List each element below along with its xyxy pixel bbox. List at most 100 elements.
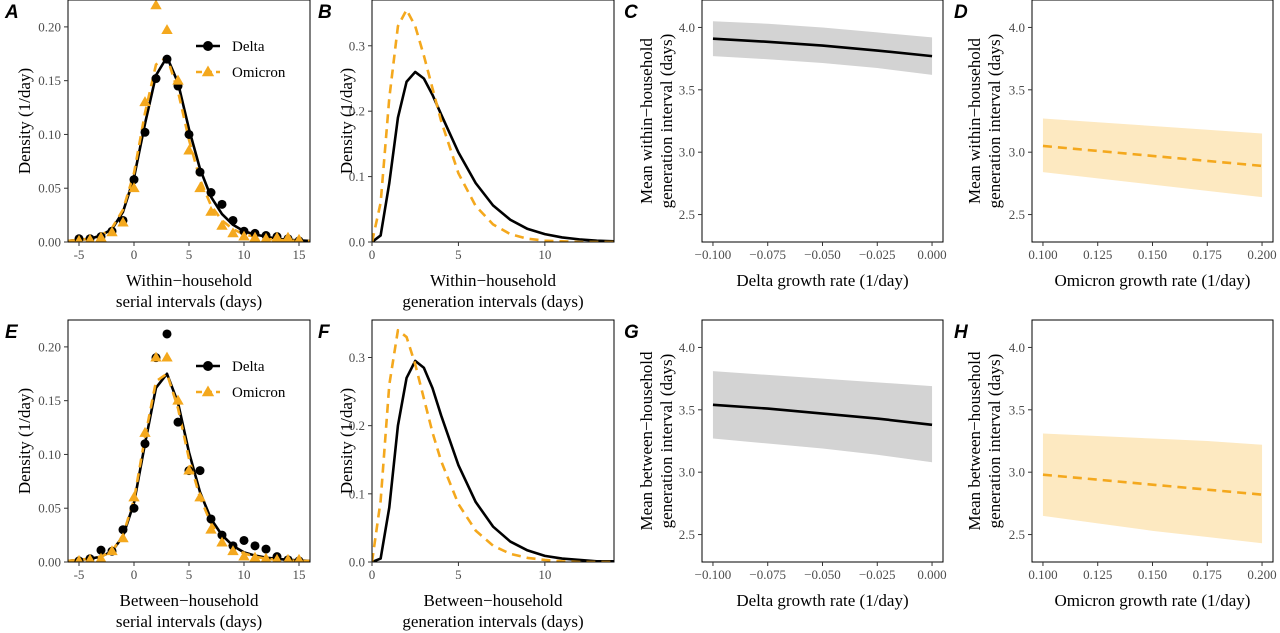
y-axis-label: generation interval (days) (985, 354, 1004, 529)
data-point-omicron (260, 552, 272, 562)
data-point-omicron (150, 0, 162, 10)
x-tick-label: −0.050 (804, 247, 841, 262)
y-tick-label: 4.0 (1009, 340, 1025, 355)
y-axis-label: Density (1/day) (337, 68, 356, 174)
data-point-omicron (128, 491, 140, 502)
y-tick-label: 0.05 (38, 181, 61, 196)
x-axis-label: Between−household (424, 591, 563, 610)
y-tick-label: 0.20 (38, 19, 61, 34)
data-point-delta (96, 545, 106, 555)
x-tick-label: −0.075 (749, 567, 786, 582)
panel-e: E -5 0 5 10 15 0.00 0.05 0.10 0.15 0.20 Between−hou… (5, 319, 311, 631)
plot-area (372, 8, 614, 242)
x-tick-label: 0.150 (1138, 247, 1167, 262)
data-point-omicron (106, 545, 118, 556)
y-tick-label: 0.2 (349, 104, 365, 119)
x-tick-label: 0.150 (1138, 567, 1167, 582)
y-tick-label: 0.0 (349, 555, 365, 570)
panel-letter: C (624, 2, 638, 23)
legend-label-omicron: Omicron (232, 65, 286, 81)
data-point-omicron (85, 233, 95, 242)
data-point-omicron (227, 227, 239, 238)
data-point-omicron (95, 552, 107, 562)
y-tick-label: 4.0 (1009, 20, 1025, 35)
data-point-omicron (249, 231, 261, 242)
panel-g: G −0.100 −0.075 −0.050 −0.025 0.000 2.5 3.0 3.5 4… (624, 319, 947, 610)
data-point-omicron (294, 553, 304, 562)
plot-area (372, 328, 614, 562)
data-point-delta (217, 530, 227, 540)
series-line-omicron (372, 8, 614, 242)
y-tick-label: 3.5 (1009, 82, 1025, 97)
data-point-omicron (172, 74, 184, 85)
y-tick-label: 3.0 (679, 465, 695, 480)
data-point-omicron (283, 553, 293, 562)
x-tick-label: 0.000 (917, 247, 946, 262)
x-tick-label: 0.200 (1247, 567, 1276, 582)
legend-marker-delta (203, 361, 213, 371)
x-tick-label: 0 (131, 247, 138, 262)
data-point-omicron (238, 550, 250, 561)
x-axis-label: Within−household (430, 271, 557, 290)
series-line-omicron (1042, 144, 1263, 168)
series-line-delta (372, 70, 614, 242)
data-point-omicron (106, 226, 118, 237)
y-tick-label: 0.15 (38, 73, 61, 88)
panel-c: C −0.100 −0.075 −0.050 −0.025 0.000 2.5 3.0 3.5 4… (624, 0, 947, 290)
y-axis-label: Density (1/day) (15, 68, 34, 174)
y-axis-label: generation interval (days) (985, 34, 1004, 209)
x-tick-label: −0.050 (804, 567, 841, 582)
y-tick-label: 3.0 (1009, 465, 1025, 480)
x-axis-label: serial intervals (days) (116, 612, 262, 631)
panel-letter: E (5, 322, 19, 343)
x-axis-label: Between−household (120, 591, 259, 610)
confidence-band-delta (712, 371, 933, 463)
y-tick-label: 4.0 (679, 340, 695, 355)
data-point-omicron (205, 523, 217, 534)
series-line-omicron (1042, 473, 1263, 496)
panel-frame (67, 0, 311, 243)
data-point-delta (250, 541, 260, 551)
legend-label-delta: Delta (232, 39, 265, 55)
y-tick-label: 3.5 (1009, 402, 1025, 417)
x-axis-label: generation intervals (days) (402, 612, 583, 631)
panel-h: H 0.100 0.125 0.150 0.175 0.200 2.5 3.0 3.5 4.0 Om… (954, 319, 1277, 610)
data-point-omicron (272, 553, 282, 562)
y-tick-label: 0.1 (349, 169, 365, 184)
x-axis-label: Delta growth rate (1/day) (736, 271, 908, 290)
data-point-delta (140, 127, 150, 137)
data-point-omicron (227, 545, 239, 556)
x-axis-label: Omicron growth rate (1/day) (1055, 591, 1251, 610)
data-point-omicron (216, 219, 228, 230)
x-tick-label: 0 (369, 567, 376, 582)
y-tick-label: 0.00 (38, 235, 61, 250)
series-line-delta (712, 403, 933, 427)
y-axis-label: Mean between−household (965, 351, 984, 531)
data-point-delta (162, 329, 172, 339)
x-tick-label: 0 (131, 567, 138, 582)
x-tick-label: 0 (369, 247, 376, 262)
panel-letter: H (954, 322, 969, 343)
y-axis-label: Mean between−household (637, 351, 656, 531)
data-point-omicron (183, 144, 195, 155)
confidence-band-omicron (1042, 118, 1263, 198)
data-point-delta (239, 535, 249, 545)
data-point-delta (206, 514, 216, 524)
plot-area (1042, 144, 1263, 168)
x-axis-label: generation intervals (days) (402, 292, 583, 311)
x-tick-label: 0.000 (917, 567, 946, 582)
y-axis-label: Density (1/day) (337, 388, 356, 494)
y-axis-label: Mean within−household (965, 38, 984, 204)
series-line-delta (712, 37, 933, 58)
panel-letter: D (954, 2, 968, 23)
data-point-omicron (294, 233, 304, 242)
y-tick-label: 3.5 (679, 82, 695, 97)
panel-frame (371, 319, 615, 563)
data-point-delta (173, 417, 183, 427)
data-point-omicron (117, 216, 129, 227)
legend-label-delta: Delta (232, 359, 265, 375)
x-axis-label: Delta growth rate (1/day) (736, 591, 908, 610)
panel-letter: G (624, 322, 639, 343)
data-point-delta (118, 525, 128, 535)
